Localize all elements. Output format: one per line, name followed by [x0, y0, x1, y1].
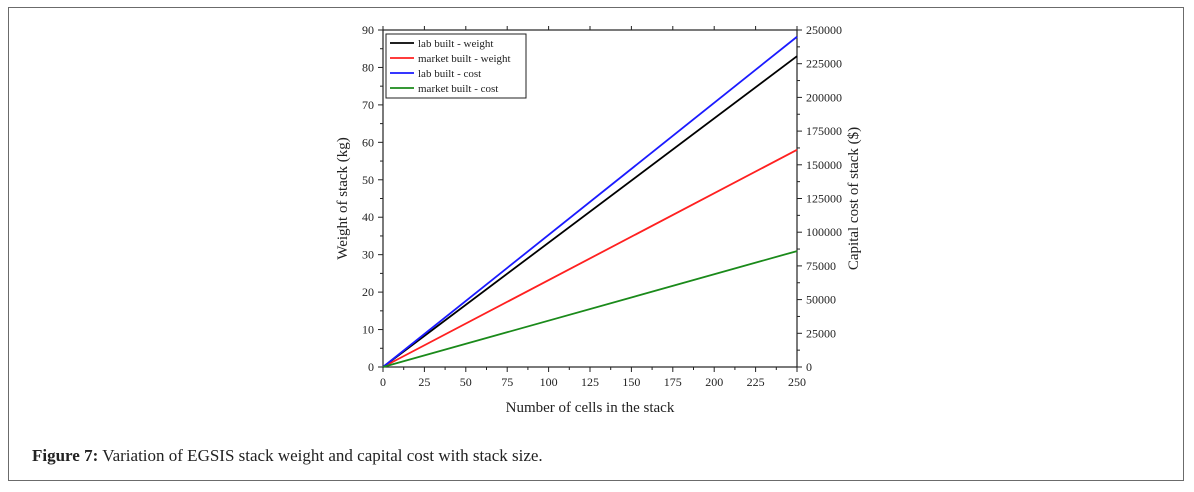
y2-tick-label: 150000	[806, 158, 842, 172]
legend-label: lab built - cost	[418, 68, 481, 80]
chart-legend: lab built - weight market built - weight l…	[385, 33, 527, 99]
y-tick-label: 90	[362, 23, 374, 37]
y-tick-label: 20	[362, 285, 374, 299]
series-line	[382, 36, 798, 368]
x-tick-label: 175	[664, 375, 682, 389]
series-line	[382, 55, 798, 368]
y-tick-label: 0	[368, 360, 374, 374]
figure-caption: Figure 7: Variation of EGSIS stack weigh…	[32, 446, 543, 466]
y2-tick-label: 100000	[806, 225, 842, 239]
caption-text: Variation of EGSIS stack weight and capi…	[98, 446, 543, 465]
y2-tick-label: 125000	[806, 192, 842, 206]
y2-tick-label: 225000	[806, 57, 842, 71]
y-tick-label: 80	[362, 60, 374, 74]
y2-tick-label: 250000	[806, 23, 842, 37]
caption-label: Figure 7:	[32, 446, 99, 465]
y-tick-label: 50	[362, 173, 374, 187]
series-line	[382, 149, 798, 368]
y-tick-label: 70	[362, 98, 374, 112]
y2-axis-title: Capital cost of stack ($)	[846, 127, 862, 270]
x-tick-label: 200	[705, 375, 723, 389]
x-tick-label: 250	[788, 375, 806, 389]
x-tick-label: 0	[380, 375, 386, 389]
y-axis-title: Weight of stack (kg)	[335, 137, 351, 260]
y2-tick-label: 75000	[806, 259, 836, 273]
y-tick-label: 30	[362, 248, 374, 262]
x-tick-label: 100	[540, 375, 558, 389]
y-tick-label: 40	[362, 210, 374, 224]
x-axis-title: Number of cells in the stack	[506, 400, 675, 416]
y2-tick-label: 0	[806, 360, 812, 374]
y2-tick-label: 50000	[806, 293, 836, 307]
y2-tick-label: 25000	[806, 326, 836, 340]
x-tick-label: 75	[501, 375, 513, 389]
y2-tick-label: 175000	[806, 124, 842, 138]
x-tick-label: 50	[460, 375, 472, 389]
x-tick-label: 225	[747, 375, 765, 389]
x-tick-label: 150	[622, 375, 640, 389]
x-tick-label: 25	[418, 375, 430, 389]
x-tick-label: 125	[581, 375, 599, 389]
series-line	[382, 250, 798, 368]
legend-label: lab built - weight	[418, 38, 493, 50]
y-tick-label: 10	[362, 323, 374, 337]
chart-series	[382, 36, 798, 368]
chart: 0 25 50 75 100 125 150 175 200 225 250010203040506…	[335, 23, 862, 416]
legend-label: market built - weight	[418, 53, 511, 65]
legend-label: market built - cost	[418, 83, 498, 95]
y-tick-label: 60	[362, 135, 374, 149]
y2-tick-label: 200000	[806, 90, 842, 104]
figure-frame	[8, 7, 1184, 481]
chart-axes: 0 25 50 75 100 125 150 175 200 225 250010203040506…	[335, 23, 862, 416]
